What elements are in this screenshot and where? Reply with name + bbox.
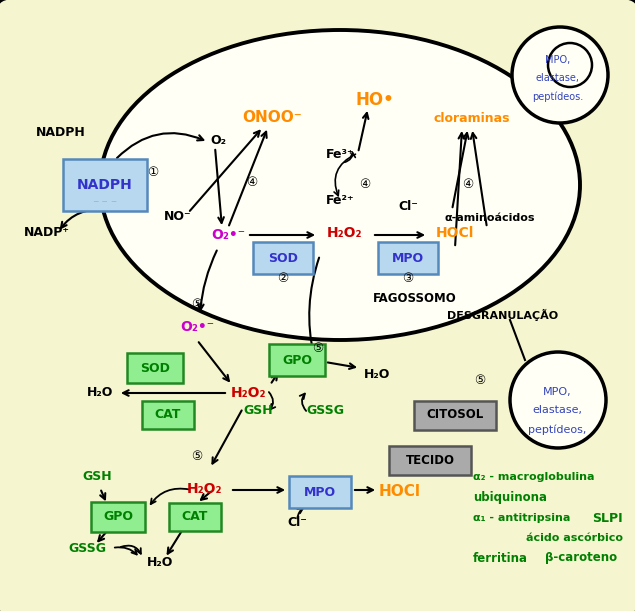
- Text: GSSG: GSSG: [306, 403, 344, 417]
- FancyBboxPatch shape: [389, 445, 471, 475]
- Text: ④: ④: [462, 178, 474, 191]
- Text: ⑤: ⑤: [474, 373, 486, 387]
- Text: HOCl: HOCl: [436, 226, 474, 240]
- Text: TECIDO: TECIDO: [406, 453, 455, 467]
- Text: cloraminas: cloraminas: [434, 111, 511, 125]
- Text: O₂•⁻: O₂•⁻: [180, 320, 214, 334]
- Text: Fe³⁺: Fe³⁺: [326, 148, 354, 161]
- Text: Cl⁻: Cl⁻: [287, 516, 307, 530]
- Text: O₂: O₂: [210, 133, 226, 147]
- Text: α-aminoácidos: α-aminoácidos: [444, 213, 535, 223]
- FancyBboxPatch shape: [289, 476, 351, 508]
- FancyBboxPatch shape: [414, 400, 496, 430]
- Text: H₂O₂: H₂O₂: [187, 482, 223, 496]
- Text: FAGOSSOMO: FAGOSSOMO: [373, 291, 457, 304]
- Text: H₂O: H₂O: [147, 557, 173, 569]
- Text: CAT: CAT: [182, 511, 208, 524]
- FancyBboxPatch shape: [142, 401, 194, 429]
- Text: GPO: GPO: [282, 354, 312, 367]
- Text: H₂O₂: H₂O₂: [231, 386, 266, 400]
- Text: elastase,: elastase,: [532, 405, 582, 415]
- Text: elastase,: elastase,: [536, 73, 580, 83]
- Text: α₂ - macroglobulina: α₂ - macroglobulina: [473, 472, 594, 482]
- Circle shape: [512, 27, 608, 123]
- Text: CITOSOL: CITOSOL: [426, 409, 484, 422]
- FancyBboxPatch shape: [253, 242, 313, 274]
- Text: NO⁻: NO⁻: [164, 210, 192, 222]
- Text: β-caroteno: β-caroteno: [545, 552, 617, 565]
- Text: peptídeos,: peptídeos,: [528, 425, 586, 435]
- FancyBboxPatch shape: [378, 242, 438, 274]
- Text: GPO: GPO: [103, 511, 133, 524]
- Text: H₂O₂: H₂O₂: [327, 226, 363, 240]
- Text: O₂•⁻: O₂•⁻: [211, 228, 245, 242]
- Text: HOCl: HOCl: [379, 485, 421, 500]
- Text: ④: ④: [359, 178, 371, 191]
- Text: ⑤: ⑤: [191, 450, 203, 464]
- Text: SOD: SOD: [140, 362, 170, 375]
- Text: NADP⁺: NADP⁺: [24, 225, 70, 238]
- Circle shape: [548, 43, 592, 87]
- Text: MPO: MPO: [392, 252, 424, 265]
- Text: Cl⁻: Cl⁻: [398, 200, 418, 213]
- FancyBboxPatch shape: [169, 503, 221, 531]
- Text: H₂O: H₂O: [364, 368, 390, 381]
- Text: GSH: GSH: [243, 403, 273, 417]
- FancyBboxPatch shape: [63, 159, 147, 211]
- Text: Fe²⁺: Fe²⁺: [326, 194, 354, 207]
- FancyBboxPatch shape: [269, 344, 325, 376]
- Ellipse shape: [100, 30, 580, 340]
- Text: MPO,: MPO,: [545, 55, 571, 65]
- Text: ácido ascórbico: ácido ascórbico: [526, 533, 623, 543]
- Text: ②: ②: [277, 271, 289, 285]
- Text: GSSG: GSSG: [68, 541, 106, 555]
- Text: H₂O: H₂O: [87, 387, 113, 400]
- Text: ④: ④: [246, 175, 258, 189]
- Text: MPO: MPO: [304, 486, 336, 499]
- Text: HO•: HO•: [356, 91, 394, 109]
- Text: ⑤: ⑤: [312, 342, 324, 354]
- Text: ─  ─  ─: ─ ─ ─: [93, 197, 117, 207]
- Text: ①: ①: [147, 167, 159, 180]
- Text: GSH: GSH: [82, 469, 112, 483]
- Text: ubiquinona: ubiquinona: [473, 491, 547, 505]
- Text: SLPI: SLPI: [592, 511, 623, 524]
- Text: CAT: CAT: [155, 409, 181, 422]
- Text: NADPH: NADPH: [77, 178, 133, 192]
- Text: NADPH: NADPH: [36, 126, 86, 139]
- Text: DESGRANULAÇÃO: DESGRANULAÇÃO: [448, 309, 559, 321]
- Text: SOD: SOD: [268, 252, 298, 265]
- Circle shape: [510, 352, 606, 448]
- Text: MPO,: MPO,: [543, 387, 572, 397]
- Text: ③: ③: [403, 271, 413, 285]
- Text: ⑤: ⑤: [191, 299, 203, 312]
- Text: ONOO⁻: ONOO⁻: [242, 111, 302, 125]
- Text: peptídeos.: peptídeos.: [532, 92, 584, 102]
- Text: α₁ - antitripsina: α₁ - antitripsina: [473, 513, 570, 523]
- Text: ferritina: ferritina: [473, 552, 528, 565]
- FancyBboxPatch shape: [127, 353, 183, 383]
- FancyBboxPatch shape: [91, 502, 145, 532]
